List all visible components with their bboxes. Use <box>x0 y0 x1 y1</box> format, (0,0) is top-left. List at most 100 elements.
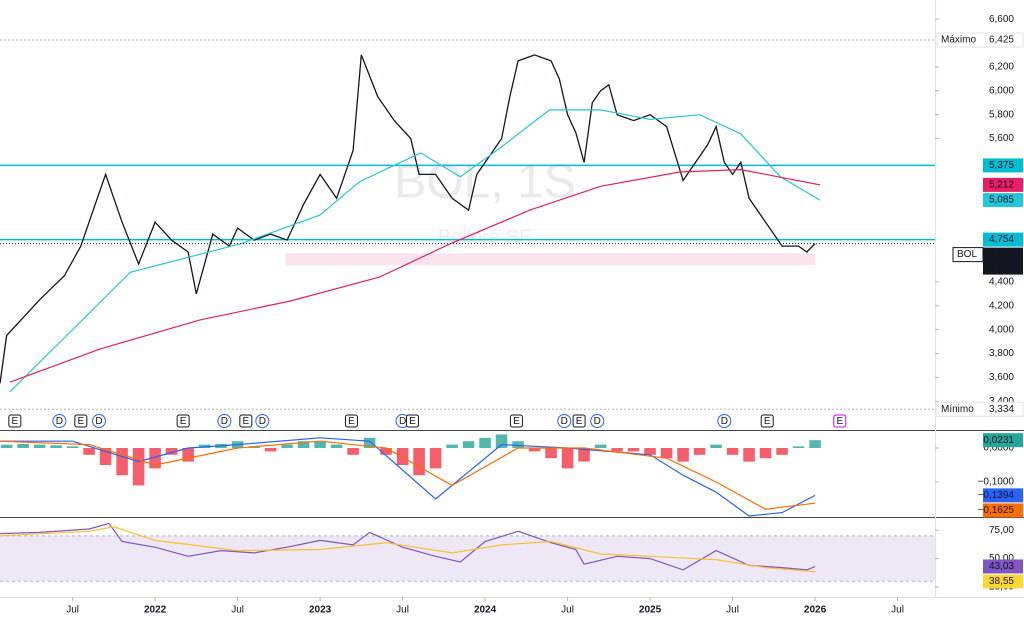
event-marker <box>590 414 605 428</box>
histogram-bar <box>743 448 755 462</box>
price-tag <box>983 574 1023 589</box>
x-tick-label: Jul <box>891 605 904 616</box>
histogram-bar <box>297 441 310 449</box>
countdown: 2d 23h <box>983 262 1014 273</box>
extreme-name: Máximo <box>941 35 976 46</box>
event-marker <box>52 414 67 428</box>
histogram-bar <box>495 434 508 449</box>
event-label: D <box>95 416 102 427</box>
event-label: D <box>399 416 406 427</box>
y-tick-label: 0,0000 <box>983 443 1014 454</box>
event-marker <box>717 414 732 428</box>
price-tag-label: 38,55 <box>989 576 1014 587</box>
y-tick-label: 5,600 <box>989 133 1014 144</box>
histogram-bar <box>33 444 46 449</box>
series-line <box>0 522 816 571</box>
histogram-bar <box>17 443 29 449</box>
histogram-bar <box>594 444 607 449</box>
price-tag <box>983 193 1023 208</box>
y-tick-label: 4,200 <box>989 300 1014 311</box>
event-label: D <box>721 416 728 427</box>
extreme-name: Mínimo <box>941 404 974 415</box>
histogram-bar <box>380 448 392 455</box>
histogram-bar <box>347 448 359 455</box>
y-tick-label: 6,600 <box>989 14 1014 25</box>
histogram-bar <box>545 448 557 459</box>
event-label: D <box>594 416 601 427</box>
histogram-bar <box>693 448 706 455</box>
price-tag-label: 0,0231 <box>983 435 1014 446</box>
event-marker <box>74 414 88 428</box>
x-tick-label: Jul <box>561 605 574 616</box>
histogram-bar <box>314 441 326 449</box>
histogram-bar <box>644 448 656 455</box>
x-tick-label: 2026 <box>804 605 827 616</box>
price-tag-label: 4,720 <box>989 249 1014 260</box>
y-tick-label: −0,1000 <box>978 477 1015 488</box>
price-tag-label: 5,212 <box>989 180 1014 191</box>
histogram-bar <box>413 448 425 476</box>
event-label: E <box>348 416 355 427</box>
event-marker <box>344 414 358 428</box>
event-label: E <box>576 416 583 427</box>
histogram-bar <box>396 448 409 466</box>
histogram-bar <box>479 437 491 449</box>
event-marker <box>760 414 774 428</box>
event-marker <box>833 414 847 428</box>
histogram-bar <box>759 448 772 459</box>
event-label: E <box>764 416 771 427</box>
event-marker <box>509 414 523 428</box>
event-marker <box>557 414 572 428</box>
event-label: D <box>56 416 63 427</box>
symbol-label: BOL <box>957 249 977 260</box>
rsi-band <box>0 535 935 582</box>
histogram-bar <box>776 448 788 455</box>
histogram-bar <box>429 448 442 469</box>
series-line <box>0 526 816 573</box>
histogram-bar <box>264 448 277 452</box>
histogram-bar <box>182 448 194 462</box>
event-marker <box>255 414 270 428</box>
histogram-bar <box>446 444 458 449</box>
histogram-bar <box>83 448 95 455</box>
price-tag <box>983 158 1023 173</box>
series-line <box>0 54 816 384</box>
extreme-label: 3,334 <box>989 404 1014 415</box>
histogram-bar <box>627 448 640 452</box>
price-tag <box>983 232 1023 247</box>
event-marker <box>405 414 419 428</box>
price-tag <box>983 247 1023 275</box>
histogram-bar <box>578 448 590 462</box>
event-marker <box>176 414 190 428</box>
event-label: E <box>242 416 249 427</box>
series-line <box>0 437 816 517</box>
histogram-bar <box>726 448 739 455</box>
y-tick-label: 3,600 <box>989 372 1014 383</box>
price-tag <box>983 433 1023 448</box>
price-tag-label: 4,754 <box>989 234 1014 245</box>
x-tick-label: 2022 <box>144 605 167 616</box>
price-tag <box>983 488 1023 503</box>
x-tick-label: 2025 <box>639 605 662 616</box>
y-tick-label: 6,000 <box>989 85 1014 96</box>
histogram-bar <box>528 448 541 452</box>
event-marker <box>91 414 106 428</box>
histogram-bar <box>165 448 178 455</box>
x-tick-label: 2024 <box>474 605 497 616</box>
x-tick-label: Jul <box>396 605 409 616</box>
price-tag-label: −0,1394 <box>978 490 1015 501</box>
event-label: D <box>221 416 228 427</box>
price-tag-label: −0,1625 <box>978 505 1015 516</box>
event-label: E <box>12 416 19 427</box>
histogram-bar <box>710 444 722 449</box>
event-label: E <box>513 416 520 427</box>
histogram-bar <box>132 448 145 486</box>
histogram-bar <box>0 444 13 449</box>
event-label: D <box>259 416 266 427</box>
histogram-bar <box>792 446 805 449</box>
histogram-bar <box>660 448 673 459</box>
extreme-box <box>936 32 1024 48</box>
extreme-label: 6,425 <box>989 35 1014 46</box>
